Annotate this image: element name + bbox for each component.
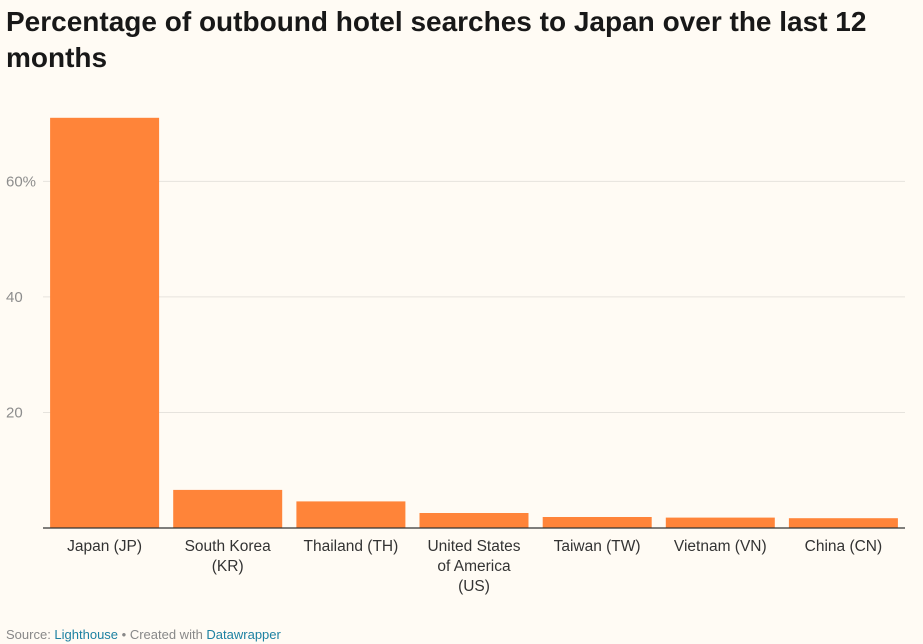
chart-title: Percentage of outbound hotel searches to…	[6, 6, 867, 73]
x-category-label: United States of America (US)	[427, 538, 520, 595]
bar[interactable]	[665, 517, 775, 528]
y-axis-ticks: 20 40 60%	[6, 173, 36, 421]
x-category-label: South Korea (KR)	[185, 538, 272, 575]
x-axis-labels: Japan (JP) South Korea (KR) Thailand (TH) Un…	[67, 538, 882, 595]
x-category-label: Japan (JP)	[67, 538, 142, 555]
credit-separator: • Created with	[118, 627, 207, 642]
x-category-label: China (CN)	[805, 538, 883, 555]
source-prefix: Source:	[6, 627, 55, 642]
y-tick-label: 60%	[6, 173, 36, 190]
bar-chart: 20 40 60% Japan (JP) South Korea (KR) Thailan…	[6, 117, 905, 595]
bars	[50, 117, 898, 529]
bar[interactable]	[296, 501, 406, 528]
y-tick-label: 40	[6, 289, 23, 306]
bar[interactable]	[419, 513, 529, 528]
bar[interactable]	[173, 489, 283, 528]
datawrapper-link[interactable]: Datawrapper	[206, 627, 281, 642]
gridlines	[43, 180, 905, 413]
x-category-label: Taiwan (TW)	[554, 538, 641, 555]
x-category-label: Thailand (TH)	[304, 538, 399, 555]
chart-footer: Source: Lighthouse • Created with Datawr…	[6, 627, 281, 643]
bar[interactable]	[50, 117, 160, 529]
source-link[interactable]: Lighthouse	[54, 627, 119, 642]
bar[interactable]	[542, 517, 652, 528]
y-tick-label: 20	[6, 404, 23, 421]
x-category-label: Vietnam (VN)	[674, 538, 767, 555]
bar[interactable]	[788, 518, 898, 528]
